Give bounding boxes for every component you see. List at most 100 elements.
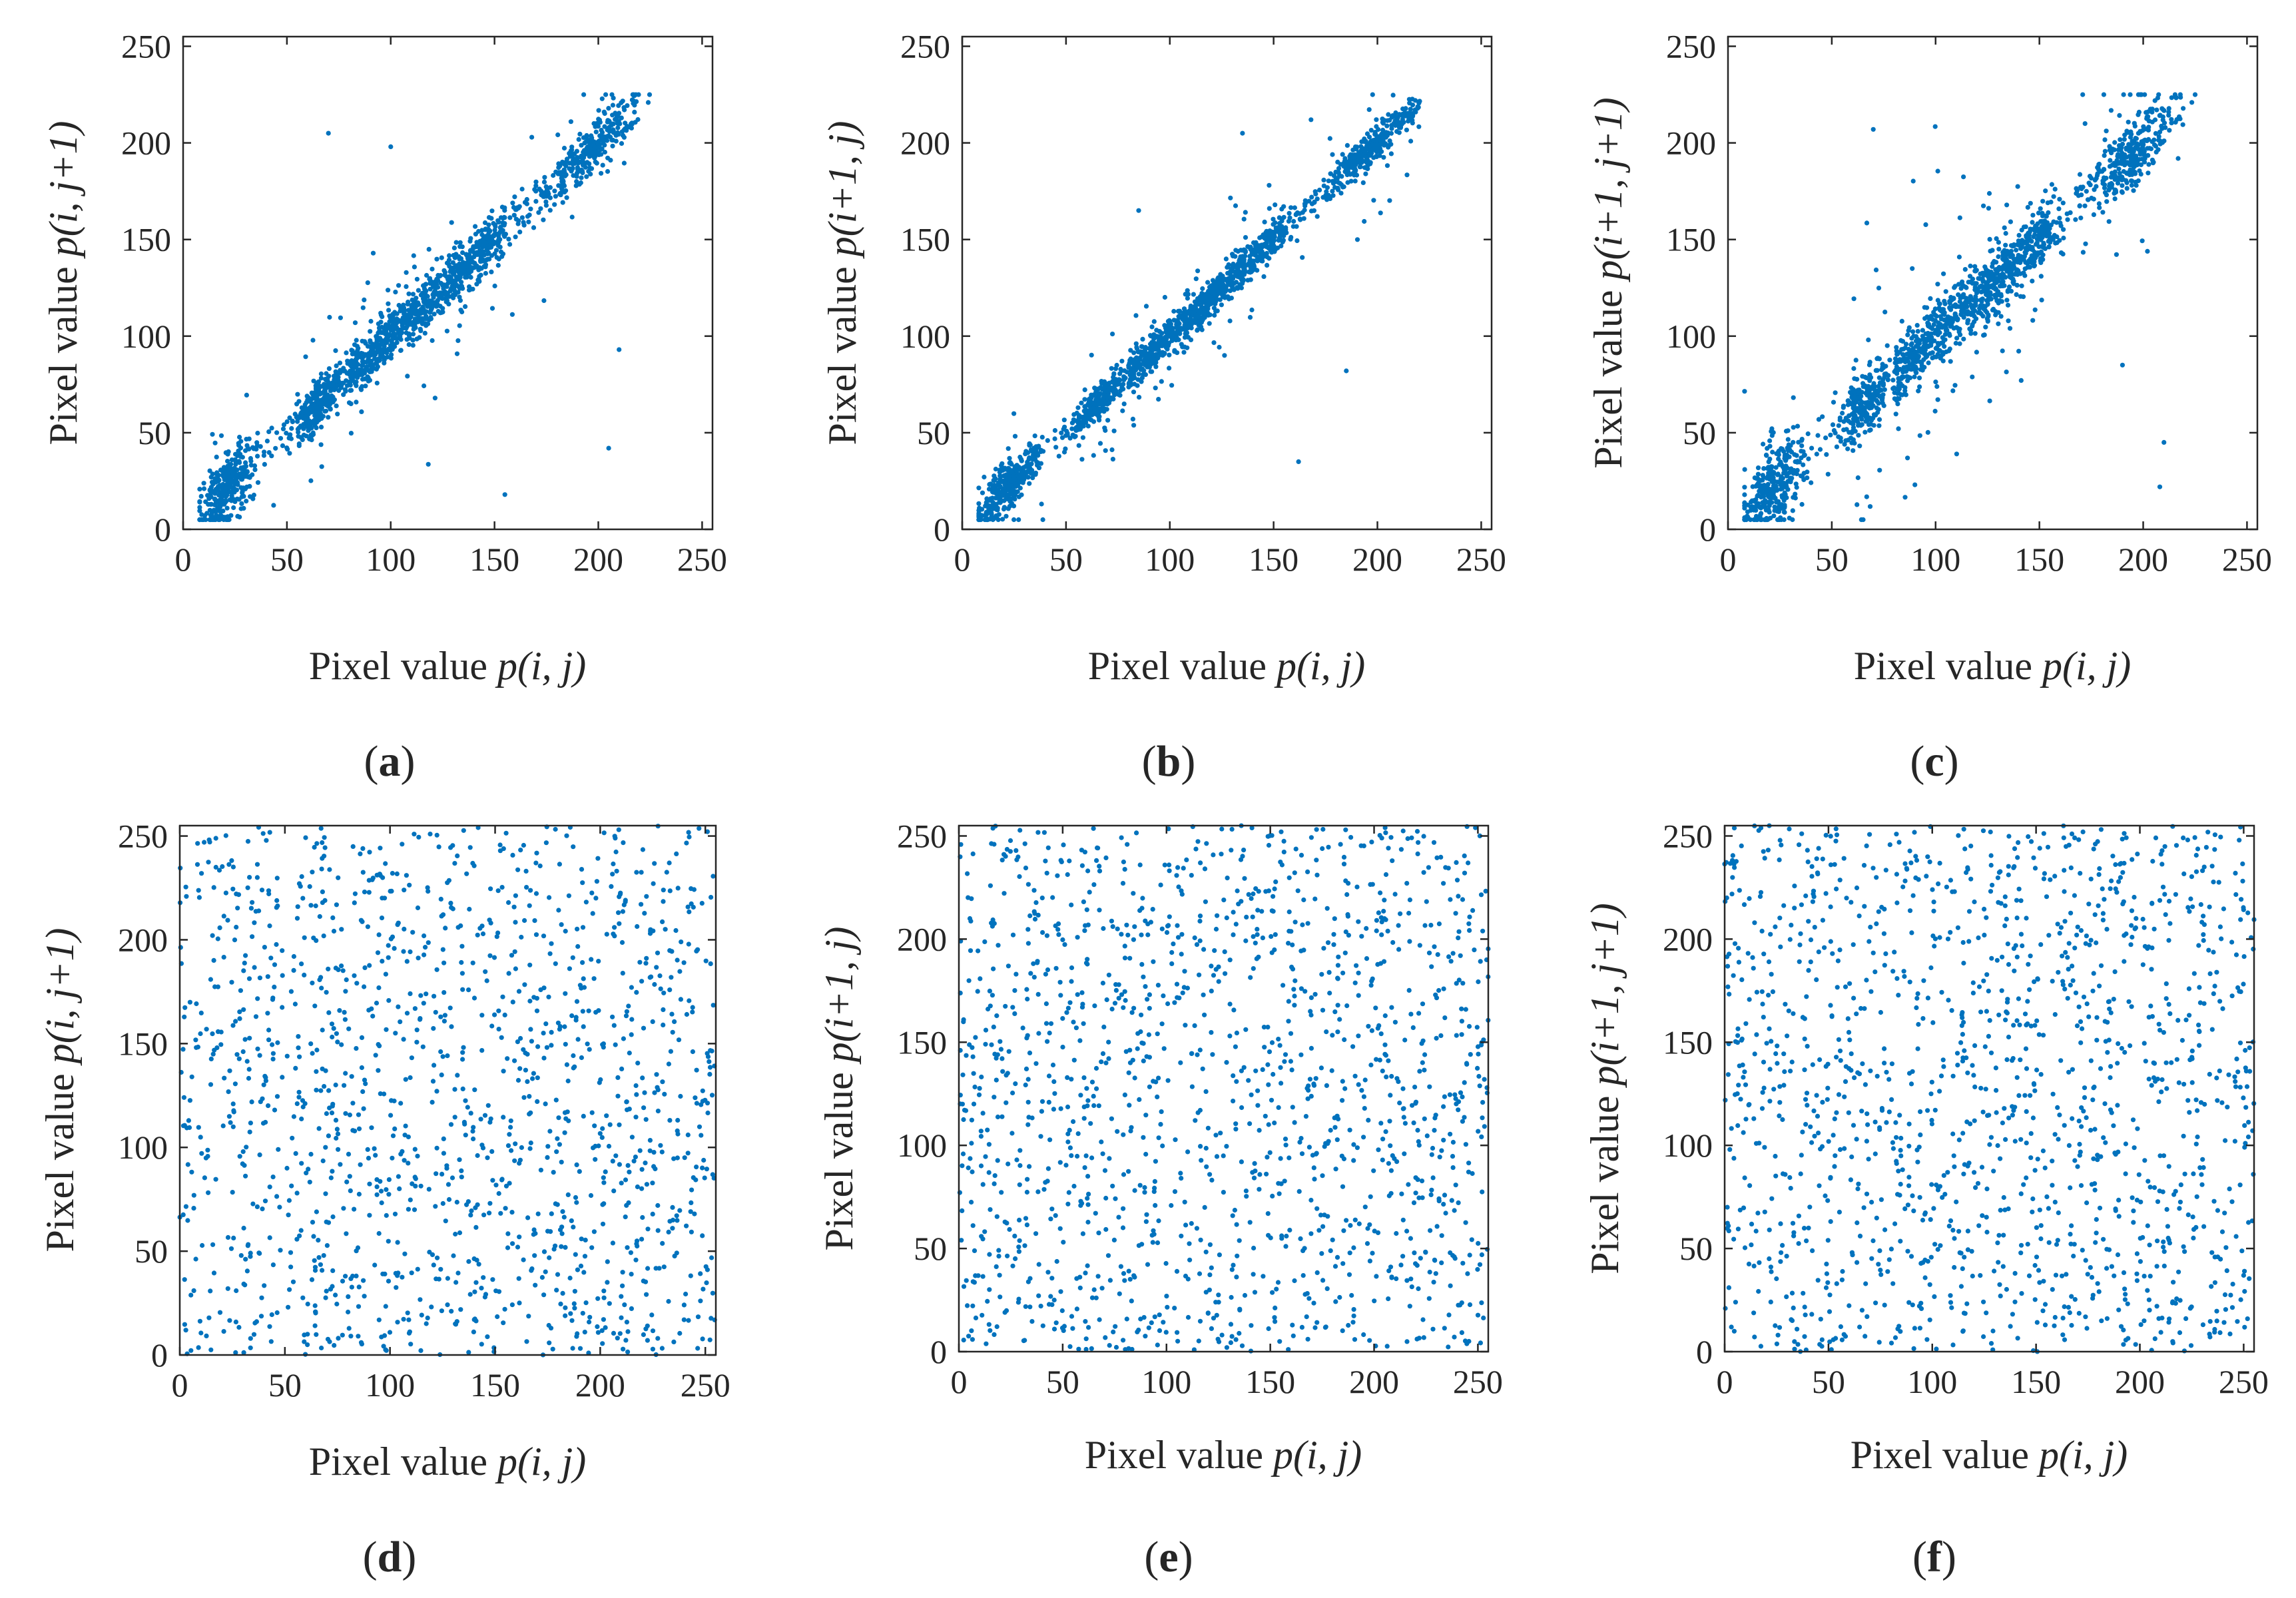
- panel-c-point: [2015, 184, 2020, 189]
- panel-c-point: [1763, 452, 1769, 458]
- panel-c-point: [2022, 273, 2028, 278]
- panel-a-point: [328, 388, 334, 394]
- panel-b-point: [1374, 117, 1379, 123]
- panel-a-point: [244, 499, 249, 504]
- panel-a-point: [493, 240, 498, 245]
- panel-b-point: [1272, 249, 1277, 254]
- panel-a-point: [593, 129, 599, 134]
- panel-c-point: [1791, 425, 1796, 430]
- panel-a-point: [304, 424, 310, 429]
- panel-b-point: [1416, 124, 1422, 129]
- panel-a-point: [264, 438, 270, 444]
- panel-c-point: [1801, 477, 1807, 483]
- panel-b-point: [1102, 388, 1107, 394]
- panel-a-point: [605, 155, 611, 160]
- panel-c-point: [2129, 182, 2134, 188]
- panel-a-point: [237, 514, 242, 520]
- panel-b-point: [1280, 229, 1285, 234]
- panel-a-y-tick-label: 250: [121, 28, 171, 65]
- panel-a-point: [406, 342, 412, 348]
- panel-a-point: [280, 443, 286, 449]
- panel-a-point: [334, 403, 339, 409]
- panel-c-point: [1806, 456, 1811, 461]
- panel-a-point: [579, 175, 584, 180]
- panel-a-point: [424, 323, 429, 328]
- panel-a-point: [457, 298, 463, 303]
- panel-a-point: [586, 138, 592, 143]
- panel-c-point: [1996, 254, 2001, 260]
- panel-c-point: [2020, 294, 2026, 300]
- panel-c-point: [2126, 119, 2131, 125]
- panel-b-point: [1149, 369, 1155, 374]
- panel-b-point: [1002, 479, 1007, 485]
- panel-b-point: [1271, 216, 1276, 222]
- panel-a-point: [233, 451, 238, 457]
- panel-a-point: [561, 168, 567, 174]
- panel-c-point: [1853, 358, 1859, 363]
- panel-a-point: [605, 168, 611, 174]
- panel-b-y-tick-label: 250: [900, 28, 950, 65]
- panel-a-point: [574, 148, 580, 154]
- panel-c-point: [1838, 439, 1843, 444]
- panel-a-point: [412, 308, 418, 314]
- panel-a-point: [585, 160, 590, 165]
- panel-a-point: [380, 324, 385, 330]
- panel-a-point: [225, 479, 230, 484]
- panel-a-point: [360, 338, 365, 344]
- panel-a-point: [370, 250, 376, 256]
- panel-b-point: [1093, 397, 1099, 403]
- panel-b-point: [1149, 346, 1155, 352]
- panel-a-point: [576, 136, 581, 142]
- panel-b-point: [1036, 445, 1041, 450]
- panel-a-point: [212, 476, 218, 481]
- panel-a-point: [451, 252, 456, 258]
- panel-a-point: [197, 505, 202, 510]
- panel-b-point: [1313, 191, 1318, 196]
- panel-b-point: [1229, 284, 1235, 290]
- panel-b-y-tick-label: 50: [917, 414, 950, 451]
- panel-a-point: [364, 360, 369, 365]
- panel-b-point: [1121, 377, 1127, 383]
- panel-b-point: [1079, 400, 1084, 405]
- panel-c-point: [2108, 158, 2113, 163]
- panel-c-point: [2178, 95, 2183, 100]
- panel-a-point: [387, 319, 392, 324]
- panel-c-point: [2120, 183, 2125, 188]
- panel-b-point: [1023, 464, 1028, 469]
- panel-a-point: [310, 338, 316, 343]
- panel-a-point: [502, 492, 507, 497]
- panel-a-point: [366, 378, 371, 384]
- panel-b-point: [1218, 272, 1223, 277]
- panel-c-point: [2163, 125, 2168, 131]
- panel-a-point: [273, 445, 278, 451]
- panel-b-point: [1147, 353, 1153, 359]
- panel-c-point: [2096, 201, 2102, 206]
- panel-a-point: [541, 298, 547, 304]
- panel-c-point: [1926, 360, 1931, 366]
- panel-b-point: [1281, 238, 1286, 243]
- panel-b-point: [1007, 483, 1012, 489]
- panel-a-point: [587, 154, 592, 159]
- panel-b-point: [980, 490, 986, 495]
- panel-b-point: [1398, 125, 1404, 130]
- panel-a-point: [337, 370, 343, 376]
- panel-c-point: [1937, 301, 1942, 306]
- panel-b-point: [1369, 150, 1374, 156]
- panel-a-point: [431, 312, 437, 317]
- panel-a-point: [232, 457, 238, 462]
- panel-c-point: [1840, 410, 1845, 416]
- panel-a-point: [255, 430, 260, 436]
- panel-c-point: [1946, 348, 1952, 354]
- panel-a-point: [481, 234, 487, 240]
- panel-a-point: [599, 127, 604, 133]
- panel-b-point: [1309, 194, 1314, 200]
- panel-c-point: [1742, 467, 1747, 472]
- panel-b-point: [989, 503, 994, 509]
- panel-c-point: [2152, 117, 2158, 123]
- panel-c-point: [1873, 267, 1879, 272]
- panel-b-point: [1205, 299, 1211, 304]
- panel-c-point: [1794, 453, 1799, 458]
- panel-b-point: [1004, 513, 1009, 519]
- panel-b-point: [1135, 377, 1141, 382]
- panel-a-point: [334, 363, 339, 369]
